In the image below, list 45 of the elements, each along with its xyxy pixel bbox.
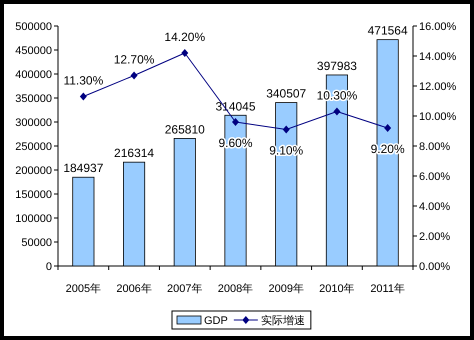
y2-tick-label: 6.00% xyxy=(419,171,450,183)
y-tick-label: 200000 xyxy=(15,165,52,177)
data-label: 184937 xyxy=(63,161,104,176)
x-tick-label: 2007年 xyxy=(167,283,203,295)
y-tick-label: 50000 xyxy=(21,237,52,249)
x-tick-label: 2008年 xyxy=(218,283,254,295)
data-label: 471564 xyxy=(368,24,408,38)
x-tick-label: 2006年 xyxy=(116,283,152,295)
y-tick-label: 300000 xyxy=(15,117,52,129)
legend-label: GDP xyxy=(204,315,228,327)
y2-tick-label: 16.00% xyxy=(419,21,457,33)
y2-tick-label: 4.00% xyxy=(419,201,450,213)
data-label: 216314 xyxy=(114,146,154,160)
x-tick-label: 2005年 xyxy=(66,283,102,295)
y2-tick-label: 2.00% xyxy=(419,231,450,243)
y-tick-label: 0 xyxy=(46,261,52,273)
point xyxy=(282,126,290,134)
x-tick-label: 2009年 xyxy=(268,283,304,295)
data-label: 340507 xyxy=(266,86,307,101)
legend-label: 实际增速 xyxy=(260,314,305,327)
y-tick-label: 150000 xyxy=(15,189,52,201)
point xyxy=(333,108,340,116)
y2-tick-label: 10.00% xyxy=(419,111,457,123)
y-tick-label: 250000 xyxy=(15,141,52,153)
point xyxy=(130,72,138,80)
point xyxy=(384,124,392,132)
y2-tick-label: 14.00% xyxy=(419,51,457,63)
point xyxy=(181,49,188,57)
y-tick-label: 350000 xyxy=(15,93,52,105)
point xyxy=(80,92,87,100)
data-label: 265810 xyxy=(164,122,206,136)
y2-tick-label: 0.00% xyxy=(419,261,450,273)
point xyxy=(232,118,239,126)
data-label: 12.70% xyxy=(114,52,155,66)
x-tick-label: 2010年 xyxy=(319,283,355,295)
y-tick-label: 450000 xyxy=(15,45,52,57)
y-tick-label: 500000 xyxy=(15,21,52,33)
x-tick-label: 2011年 xyxy=(370,283,405,295)
data-label: 397983 xyxy=(316,58,358,73)
y2-tick-label: 12.00% xyxy=(419,81,457,93)
y-tick-label: 400000 xyxy=(15,69,52,81)
y-tick-label: 100000 xyxy=(15,213,52,225)
data-label: 14.20% xyxy=(164,30,206,44)
data-label: 11.30% xyxy=(63,74,104,88)
y2-tick-label: 8.00% xyxy=(419,141,450,153)
